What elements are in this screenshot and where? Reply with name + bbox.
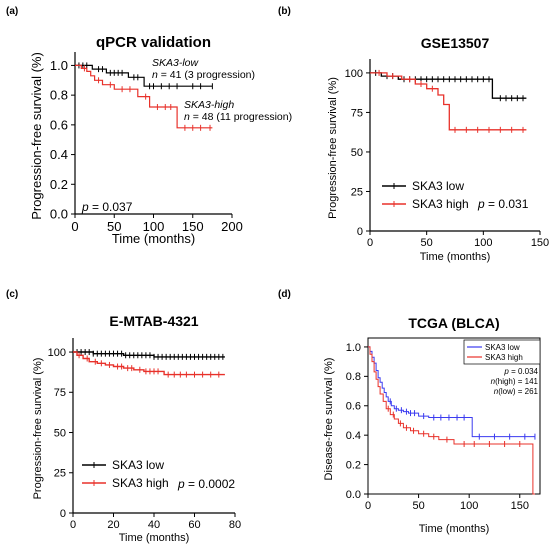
panel-label-d: (d) bbox=[278, 289, 291, 300]
series-line-2 bbox=[75, 64, 213, 129]
y-tick-label: 50 bbox=[351, 147, 363, 159]
y-tick-label: 75 bbox=[54, 387, 66, 399]
x-axis-label: Time (months) bbox=[119, 532, 190, 544]
panel-label-b: (b) bbox=[278, 6, 291, 17]
chart-title: E-MTAB-4321 bbox=[109, 313, 198, 329]
y-tick-label: 0.0 bbox=[50, 207, 68, 222]
chart-panel-3: E-MTAB-4321 0 20 40 60 80 0 25 50 75 100 Time (mont… bbox=[32, 313, 241, 544]
x-tick-label: 60 bbox=[188, 519, 200, 531]
chart-panel-4: TCGA (BLCA) 0 50 100 150 0.0 0.2 0.4 0.6 0.8 1.0 Ti… bbox=[323, 315, 541, 535]
y-tick-label: 0.8 bbox=[50, 88, 68, 103]
y-axis-label: Disease-free survival (%) bbox=[323, 358, 335, 481]
plot-frame bbox=[367, 337, 541, 495]
chart-panel-2: GSE13507 0 50 100 150 0 25 50 75 100 Time (months)… bbox=[327, 35, 549, 263]
x-tick-label: 100 bbox=[474, 237, 492, 249]
x-tick-label: 0 bbox=[365, 500, 371, 512]
legend: SKA3 low SKA3 high bbox=[382, 179, 469, 211]
y-axis-label: Progression-free survival (%) bbox=[327, 77, 339, 219]
x-tick-label: 0 bbox=[70, 519, 76, 531]
y-tick-label: 0.2 bbox=[346, 459, 361, 471]
legend: SKA3 low SKA3 high bbox=[82, 458, 169, 490]
x-tick-label: 40 bbox=[148, 519, 160, 531]
x-tick-label: 200 bbox=[221, 219, 243, 234]
chart-panel-1: qPCR validation 0 50 100 150 200 0.0 0.2 0.4 0.6 0… bbox=[29, 34, 292, 246]
annotation-name: SKA3-low bbox=[152, 57, 200, 69]
legend-label: SKA3 low bbox=[412, 179, 464, 193]
y-tick-label: 50 bbox=[54, 427, 66, 439]
x-tick-label: 50 bbox=[421, 237, 433, 249]
x-tick-label: 100 bbox=[143, 219, 165, 234]
x-tick-label: 150 bbox=[511, 500, 529, 512]
y-tick-label: 0.0 bbox=[346, 489, 361, 501]
x-tick-label: 150 bbox=[182, 219, 204, 234]
y-tick-label: 1.0 bbox=[346, 342, 361, 354]
legend-label: SKA3 low bbox=[112, 458, 164, 472]
stats-n-low: n(low) = 261 bbox=[494, 387, 539, 396]
chart-title: TCGA (BLCA) bbox=[408, 315, 499, 331]
x-axis-label: Time (months) bbox=[112, 231, 195, 246]
series-line-1 bbox=[75, 64, 213, 87]
y-tick-label: 0.6 bbox=[50, 117, 68, 132]
y-tick-label: 100 bbox=[345, 68, 363, 80]
legend-box bbox=[463, 339, 541, 365]
annotation-stats: n = 48 (11 progression) bbox=[184, 111, 292, 123]
legend-label: SKA3 low bbox=[485, 343, 520, 352]
y-tick-label: 0.8 bbox=[346, 371, 361, 383]
pvalue-text: p = 0.0002 bbox=[177, 477, 235, 491]
x-tick-label: 150 bbox=[531, 237, 549, 249]
x-tick-label: 50 bbox=[107, 219, 121, 234]
x-axis-label: Time (months) bbox=[419, 523, 490, 535]
y-tick-label: 0.4 bbox=[346, 430, 361, 442]
x-tick-label: 0 bbox=[71, 219, 78, 234]
legend-label: SKA3 high bbox=[112, 476, 169, 490]
y-axis-label: Progression-free survival (%) bbox=[29, 52, 44, 220]
y-axis-label: Progression-free survival (%) bbox=[32, 358, 44, 500]
legend-label: SKA3 high bbox=[485, 353, 523, 362]
panel-label-a: (a) bbox=[6, 6, 19, 17]
y-tick-label: 100 bbox=[48, 347, 66, 359]
y-tick-label: 0 bbox=[357, 226, 363, 238]
x-axis-label: Time (months) bbox=[420, 251, 491, 263]
y-tick-label: 0.2 bbox=[50, 177, 68, 192]
series-line-2 bbox=[370, 72, 527, 131]
annotation-stats: n = 41 (3 progression) bbox=[152, 69, 255, 81]
x-tick-label: 0 bbox=[367, 237, 373, 249]
x-tick-label: 100 bbox=[460, 500, 478, 512]
annotation-name: SKA3-high bbox=[184, 99, 234, 111]
y-tick-label: 25 bbox=[54, 468, 66, 480]
legend-label: SKA3 high bbox=[412, 197, 469, 211]
pvalue-text: p = 0.031 bbox=[477, 197, 529, 211]
y-tick-label: 0.6 bbox=[346, 401, 361, 413]
x-tick-label: 80 bbox=[229, 519, 241, 531]
pvalue-text: p = 0.037 bbox=[81, 200, 133, 214]
y-tick-label: 75 bbox=[351, 107, 363, 119]
y-tick-label: 25 bbox=[351, 186, 363, 198]
x-tick-label: 20 bbox=[107, 519, 119, 531]
x-tick-label: 50 bbox=[412, 500, 424, 512]
stats-pvalue: p = 0.034 bbox=[503, 367, 538, 376]
y-tick-label: 0.4 bbox=[50, 147, 68, 162]
stats-n-high: n(high) = 141 bbox=[491, 377, 539, 386]
panel-label-c: (c) bbox=[6, 289, 19, 300]
chart-title: GSE13507 bbox=[421, 35, 490, 51]
y-tick-label: 0 bbox=[60, 508, 66, 520]
series-line-2 bbox=[368, 346, 535, 495]
chart-title: qPCR validation bbox=[96, 34, 211, 51]
y-tick-label: 1.0 bbox=[50, 58, 68, 73]
